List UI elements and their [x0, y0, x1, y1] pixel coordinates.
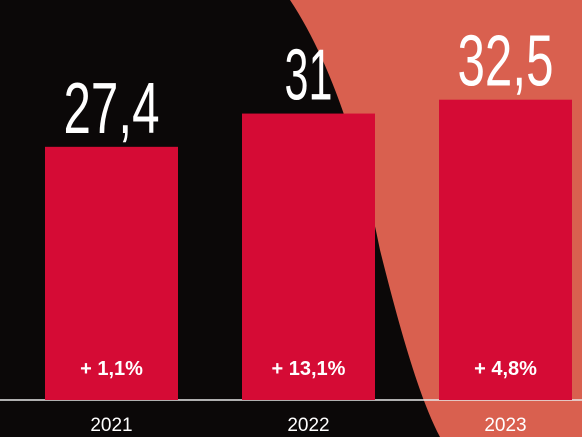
- growth-label: + 1,1%: [80, 358, 143, 380]
- x-tick-label: 2021: [90, 415, 132, 436]
- bar: [439, 100, 572, 400]
- growth-label: + 4,8%: [474, 358, 537, 380]
- growth-label: + 13,1%: [272, 358, 346, 380]
- value-label: 31: [285, 36, 333, 116]
- value-label: 27,4: [64, 69, 160, 149]
- chart: 27,4 + 1,1% 2021 31 + 13,1% 2022 32,5 + 4,8% 202…: [0, 0, 582, 437]
- x-tick-label: 2022: [287, 415, 329, 436]
- x-tick-label: 2023: [484, 415, 526, 436]
- value-label: 32,5: [458, 22, 554, 102]
